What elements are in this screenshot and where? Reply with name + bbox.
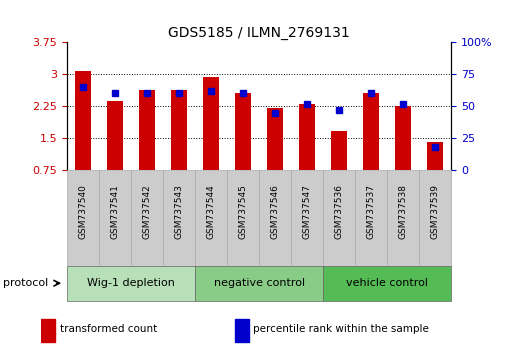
Bar xyxy=(387,170,420,266)
Text: GSM737540: GSM737540 xyxy=(78,184,87,239)
Bar xyxy=(131,170,163,266)
Text: GSM737539: GSM737539 xyxy=(431,184,440,239)
Bar xyxy=(396,106,411,170)
Bar xyxy=(355,170,387,266)
Bar xyxy=(323,266,451,301)
Text: negative control: negative control xyxy=(213,278,305,288)
Bar xyxy=(363,93,379,170)
Text: percentile rank within the sample: percentile rank within the sample xyxy=(253,324,429,334)
Bar xyxy=(171,91,187,170)
Text: GSM737545: GSM737545 xyxy=(239,184,248,239)
Text: Wig-1 depletion: Wig-1 depletion xyxy=(87,278,175,288)
Bar xyxy=(420,170,451,266)
Text: GSM737538: GSM737538 xyxy=(399,184,408,239)
Text: GSM737543: GSM737543 xyxy=(174,184,184,239)
Text: transformed count: transformed count xyxy=(60,324,157,334)
Bar xyxy=(163,170,195,266)
Text: protocol: protocol xyxy=(3,278,48,288)
Text: GSM737547: GSM737547 xyxy=(303,184,312,239)
Text: GSM737542: GSM737542 xyxy=(142,184,151,239)
Text: GSM737537: GSM737537 xyxy=(367,184,376,239)
Bar xyxy=(267,108,283,170)
Bar xyxy=(203,77,219,170)
Bar xyxy=(98,170,131,266)
Bar xyxy=(139,91,155,170)
Bar xyxy=(291,170,323,266)
Text: GSM737546: GSM737546 xyxy=(270,184,280,239)
Bar xyxy=(235,319,249,342)
Text: GSM737544: GSM737544 xyxy=(206,184,215,239)
Bar xyxy=(67,170,98,266)
Title: GDS5185 / ILMN_2769131: GDS5185 / ILMN_2769131 xyxy=(168,26,350,40)
Bar xyxy=(259,170,291,266)
Text: vehicle control: vehicle control xyxy=(346,278,428,288)
Bar xyxy=(107,101,123,170)
Bar xyxy=(235,93,251,170)
Bar xyxy=(195,170,227,266)
Bar xyxy=(323,170,355,266)
Bar xyxy=(75,72,91,170)
Bar xyxy=(67,266,195,301)
Text: GSM737541: GSM737541 xyxy=(110,184,120,239)
Bar xyxy=(195,266,323,301)
Bar xyxy=(227,170,259,266)
Bar xyxy=(331,131,347,170)
Bar xyxy=(299,104,315,170)
Text: GSM737536: GSM737536 xyxy=(334,184,344,239)
Bar xyxy=(41,319,55,342)
Bar xyxy=(427,142,443,170)
